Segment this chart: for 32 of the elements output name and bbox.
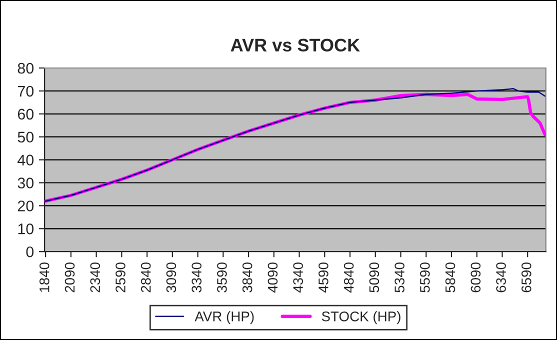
x-tick-label: 2590 bbox=[116, 262, 126, 292]
y-tick-label: 60 bbox=[18, 108, 34, 120]
x-tick-label: 3590 bbox=[217, 262, 227, 292]
x-tick-label: 5090 bbox=[369, 262, 380, 292]
x-tick-label: 3840 bbox=[242, 262, 252, 292]
x-tick-label: 6340 bbox=[496, 262, 506, 292]
legend-label: AVR (HP) bbox=[194, 311, 254, 324]
x-tick-label: 6590 bbox=[521, 262, 532, 292]
x-tick-label: 2340 bbox=[90, 262, 100, 292]
y-tick-label: 50 bbox=[18, 132, 34, 143]
x-tick-label: 4590 bbox=[318, 262, 328, 293]
x-tick-label: 2090 bbox=[64, 262, 75, 292]
x-tick-label: 4340 bbox=[293, 262, 303, 293]
x-tick-label: 5840 bbox=[445, 262, 456, 292]
legend-label: STOCK (HP) bbox=[322, 311, 400, 324]
x-tick-label: 5590 bbox=[420, 262, 430, 292]
y-tick-label: 40 bbox=[18, 154, 34, 166]
y-tick-label: 30 bbox=[18, 178, 34, 188]
chart-title: AVR vs STOCK bbox=[230, 38, 360, 52]
x-tick-label: 5340 bbox=[394, 262, 404, 292]
x-tick-label: 3090 bbox=[166, 262, 176, 292]
y-tick-label: 80 bbox=[18, 62, 34, 74]
x-tick-label: 1840 bbox=[39, 262, 50, 292]
x-tick-label: 3340 bbox=[192, 262, 202, 292]
x-tick-label: 6090 bbox=[470, 262, 481, 292]
y-tick-label: 0 bbox=[26, 246, 34, 258]
y-tick-label: 70 bbox=[18, 86, 34, 97]
y-tick-label: 20 bbox=[18, 200, 34, 212]
y-tick-label: 10 bbox=[18, 224, 34, 234]
x-tick-label: 2840 bbox=[140, 262, 151, 292]
x-tick-label: 4840 bbox=[344, 262, 354, 293]
x-tick-label: 4090 bbox=[268, 262, 278, 293]
